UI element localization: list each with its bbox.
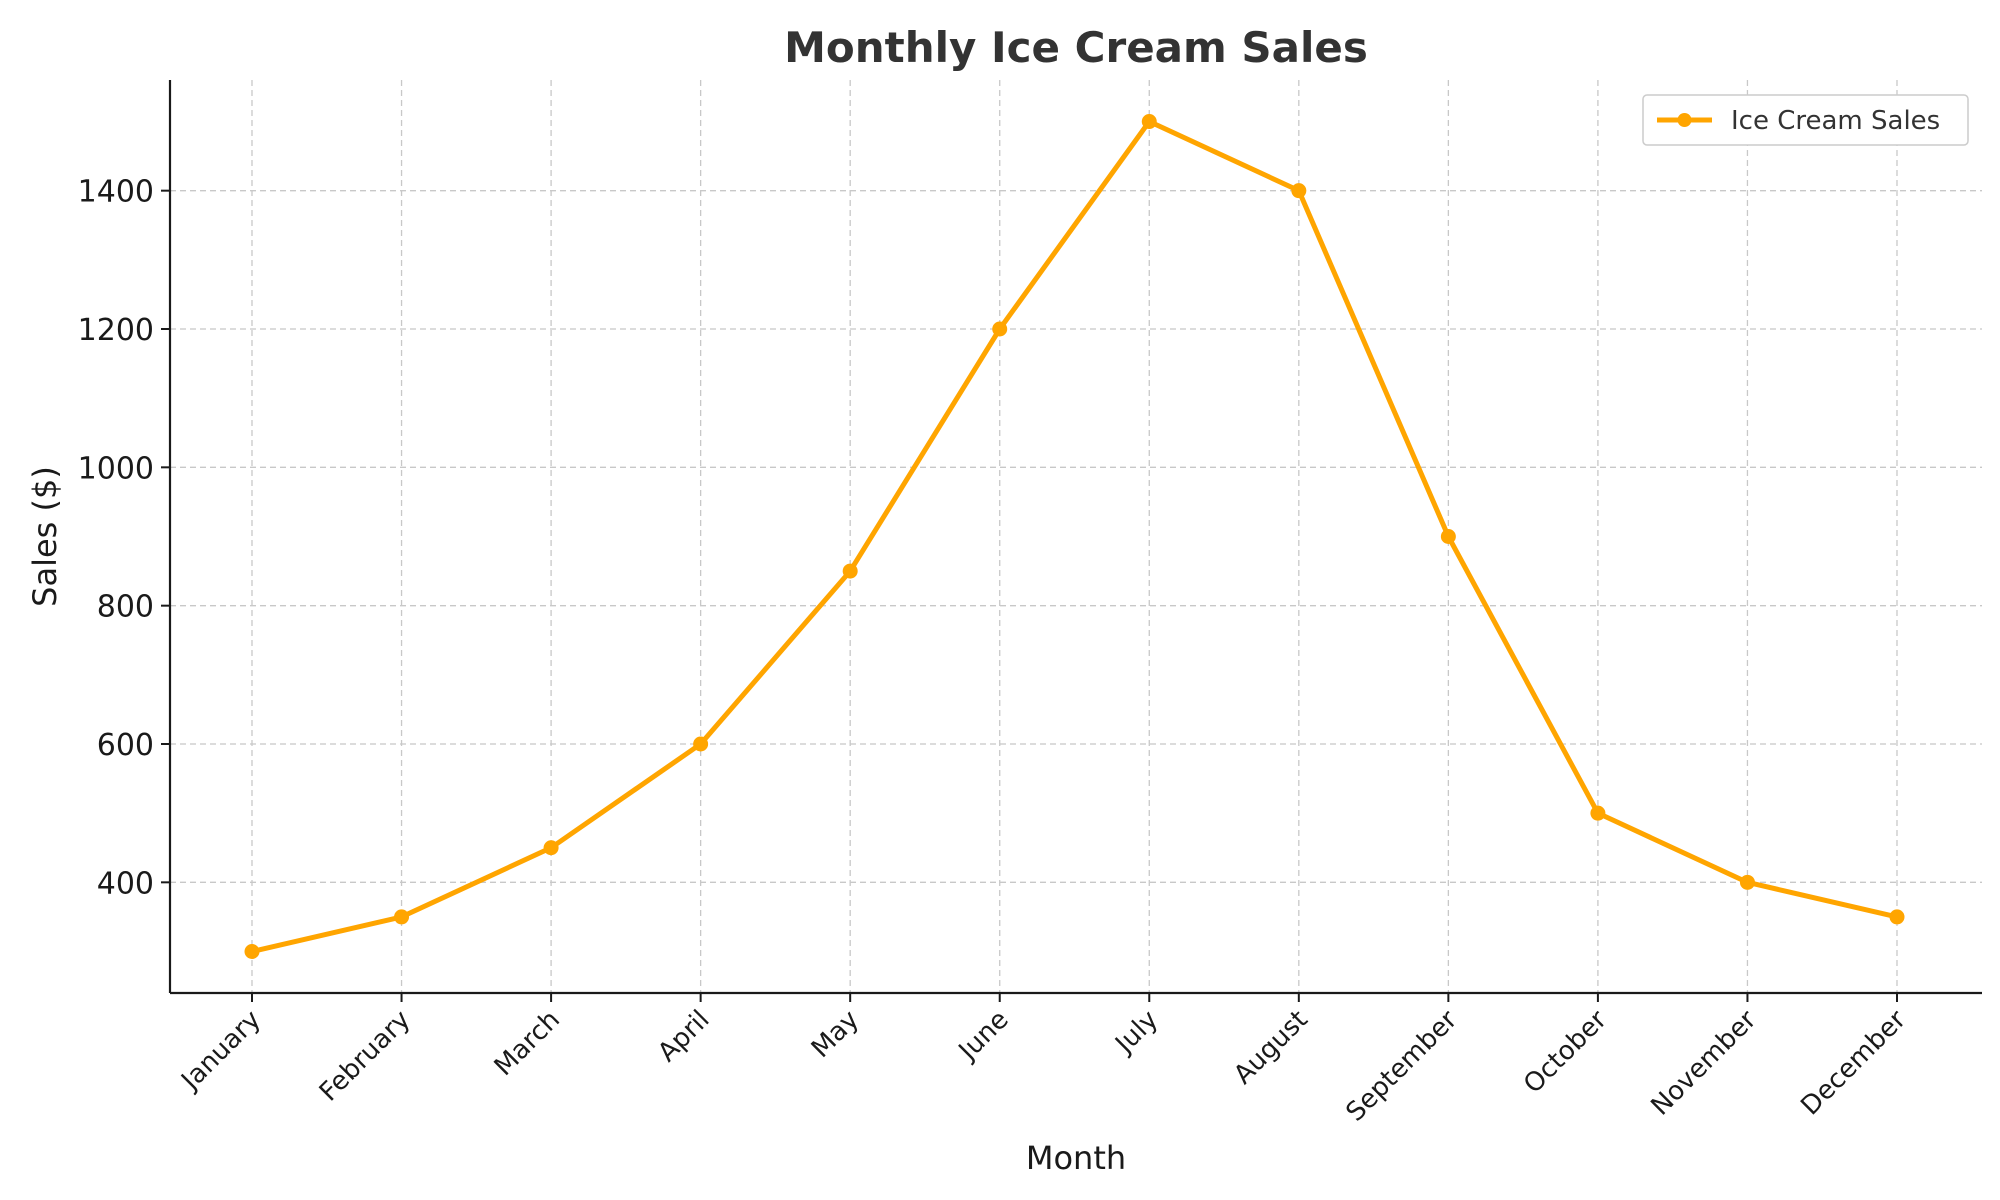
grid	[170, 80, 1982, 993]
data-point	[1141, 114, 1157, 129]
data-point	[1590, 805, 1606, 821]
series-line	[249, 119, 1900, 954]
x-tick-label: November	[1646, 1005, 1763, 1122]
data-point	[693, 736, 709, 752]
legend-label: Ice Cream Sales	[1731, 106, 1940, 136]
legend-frame	[1642, 94, 1969, 146]
x-tick-label: February	[314, 1005, 417, 1108]
legend: Ice Cream Sales	[1642, 94, 1969, 146]
data-point	[1889, 909, 1905, 925]
x-tick-label: January	[175, 1005, 267, 1097]
data-point	[992, 321, 1008, 337]
legend-swatch-marker	[1677, 113, 1692, 127]
x-tick-label: April	[652, 1005, 715, 1068]
data-point	[244, 944, 260, 959]
y-axis-ticks: 400 600 800 1000 1200 1400	[78, 175, 170, 901]
x-tick-label: March	[489, 1005, 566, 1082]
y-tick-label: 1400	[78, 175, 154, 210]
x-tick-label: October	[1518, 1005, 1613, 1100]
data-point	[543, 840, 559, 856]
y-tick-label: 1200	[78, 313, 154, 348]
y-axis-title: Sales ($)	[26, 466, 64, 607]
x-tick-label: August	[1228, 1005, 1314, 1091]
x-tick-label: July	[1109, 1005, 1165, 1061]
y-tick-label: 400	[97, 866, 154, 901]
data-point	[842, 563, 858, 579]
x-tick-label: May	[806, 1005, 865, 1064]
data-point	[1291, 183, 1307, 199]
data-point	[1440, 529, 1456, 544]
x-tick-label: December	[1795, 1005, 1912, 1122]
chart-title: Monthly Ice Cream Sales	[784, 23, 1368, 72]
x-tick-label: September	[1340, 1005, 1463, 1128]
data-point	[1739, 874, 1755, 890]
x-axis-ticks: January February March April May June July Augu…	[175, 993, 1912, 1128]
y-tick-label: 800	[97, 590, 154, 625]
series-layer	[244, 114, 1905, 959]
x-axis-title: Month	[1026, 1139, 1126, 1177]
data-point	[394, 909, 410, 925]
axes	[168, 80, 1982, 995]
y-tick-label: 1000	[78, 451, 154, 486]
x-tick-label: June	[952, 1005, 1015, 1068]
y-tick-label: 600	[97, 728, 154, 763]
